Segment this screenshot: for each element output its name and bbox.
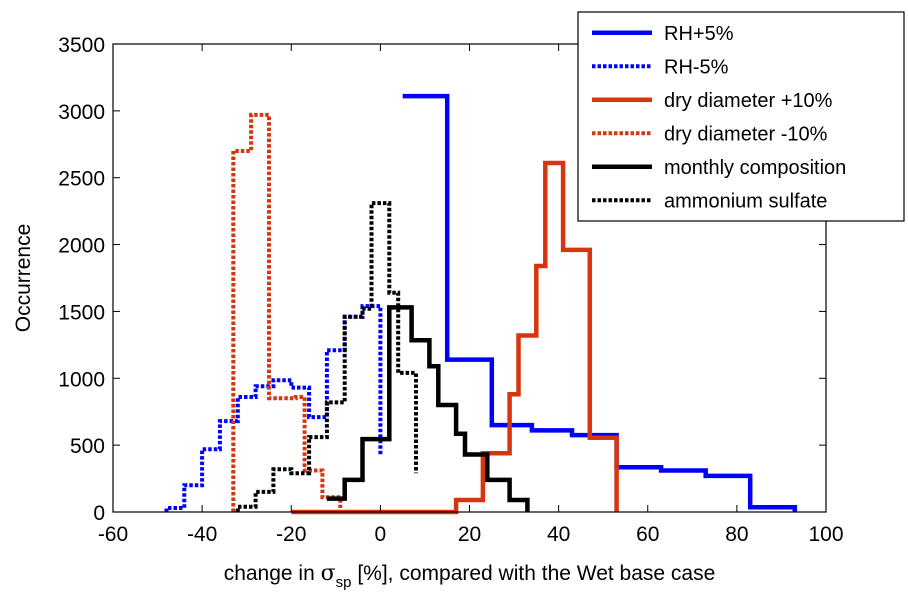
x-tick-label: 60 <box>636 523 659 546</box>
series-monthly-composition <box>326 305 530 512</box>
x-axis-label: change in σsp [%], compared with the Wet… <box>224 561 716 591</box>
legend-label-monthly-composition: monthly composition <box>664 157 846 179</box>
legend-label-dry-diameter-10: dry diameter +10% <box>664 90 833 112</box>
y-tick-label: 1000 <box>58 368 105 391</box>
x-tick-label: 40 <box>547 523 570 546</box>
x-tick-label: -60 <box>98 523 128 546</box>
series-ammonium-sulfate <box>235 201 418 512</box>
y-tick-label: 1500 <box>58 301 105 324</box>
x-tick-label: -20 <box>276 523 306 546</box>
x-tick-label: 0 <box>375 523 387 546</box>
legend-label-dry-diameter-10: dry diameter -10% <box>664 123 828 145</box>
y-tick-label: 2500 <box>58 168 105 191</box>
x-axis-label-part-1: change in <box>224 562 321 585</box>
legend-label-rh-5: RH+5% <box>664 23 734 45</box>
x-tick-label: -40 <box>187 523 217 546</box>
y-tick-label: 2000 <box>58 235 105 258</box>
y-tick-label: 3000 <box>58 101 105 124</box>
series-dry-diameter-10 <box>231 112 343 512</box>
x-axis-label-subscript: sp <box>336 574 352 591</box>
y-tick-label: 3500 <box>58 34 105 57</box>
legend: RH+5% RH-5% dry diameter +10% dry diameter … <box>577 11 905 222</box>
x-tick-label: 80 <box>725 523 748 546</box>
series-rh-5 <box>402 93 798 512</box>
legend-box <box>577 11 905 222</box>
ticks-layer: -60 -40 -20 0 20 40 60 80 1000500100015002000250… <box>58 34 843 546</box>
x-tick-label: 100 <box>808 523 843 546</box>
y-tick-label: 500 <box>70 435 105 458</box>
x-tick-label: 20 <box>458 523 481 546</box>
legend-label-ammonium-sulfate: ammonium sulfate <box>664 190 827 212</box>
x-axis-label-part-2: [%], compared with the Wet base case <box>352 562 716 585</box>
series-layer <box>164 93 798 515</box>
series-dry-diameter-10 <box>291 160 619 515</box>
legend-label-rh-5: RH-5% <box>664 56 729 78</box>
y-tick-label: 0 <box>93 502 105 525</box>
y-axis-label: Occurrence <box>12 224 35 333</box>
x-axis-label-sigma: σ <box>321 561 336 586</box>
